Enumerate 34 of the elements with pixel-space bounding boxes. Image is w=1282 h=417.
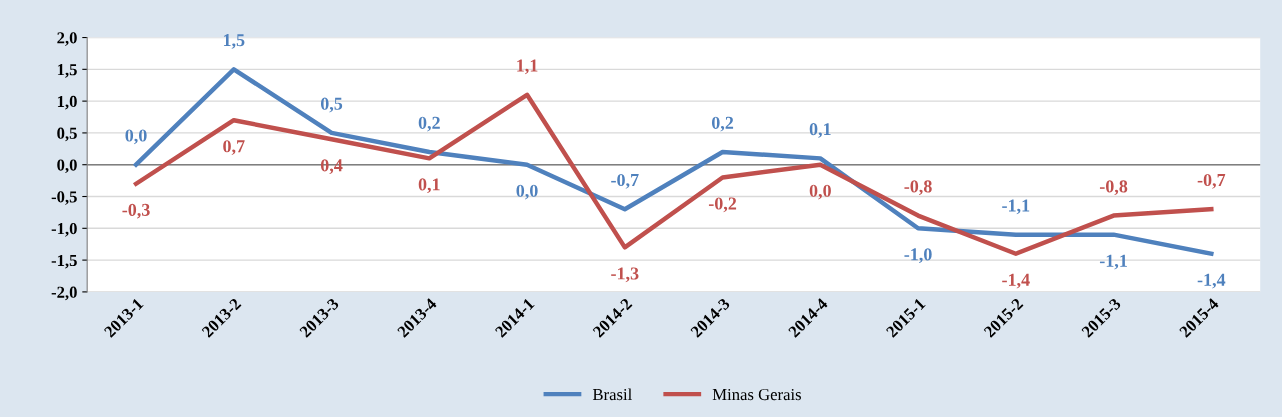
data-label: -0,7	[611, 173, 639, 189]
data-label: -1,0	[904, 248, 932, 264]
data-label: 0,7	[223, 140, 245, 155]
data-label: 0,2	[418, 116, 440, 132]
data-label: 1,1	[517, 59, 538, 75]
legend-label: Brasil	[592, 388, 632, 401]
data-label: 0,0	[516, 184, 538, 200]
y-tick-label: -2,0	[51, 286, 77, 301]
data-label: 0,5	[320, 97, 343, 113]
data-label: -0,3	[122, 203, 150, 219]
data-label: -1,4	[1002, 273, 1030, 289]
y-tick-label: -0,5	[51, 191, 77, 205]
y-tick-label: -1,5	[51, 254, 77, 269]
data-label: -1,4	[1197, 273, 1226, 289]
data-label: 0,0	[809, 184, 831, 200]
y-tick-label: 2,0	[57, 32, 77, 46]
data-label: -0,8	[904, 180, 932, 196]
y-tick-label: 1,0	[57, 95, 77, 110]
y-tick-label: -1,0	[51, 223, 77, 237]
data-label: -1,1	[1002, 199, 1030, 215]
data-label: -1,3	[611, 267, 639, 283]
data-label: 0,1	[418, 178, 440, 194]
data-label: 0,2	[711, 116, 734, 132]
data-label: 0,0	[125, 129, 147, 145]
data-label: -1,1	[1099, 254, 1127, 270]
y-tick-label: 0,5	[57, 127, 77, 142]
data-label: -0,8	[1099, 180, 1128, 196]
data-label: 0,1	[809, 123, 831, 138]
data-label: 1,5	[223, 34, 245, 49]
y-tick-label: 1,5	[57, 64, 77, 78]
data-label: -0,2	[708, 197, 737, 213]
y-tick-label: 0,0	[57, 159, 77, 174]
data-label: -0,7	[1197, 173, 1226, 189]
legend-label: Minas Gerais	[712, 388, 801, 401]
